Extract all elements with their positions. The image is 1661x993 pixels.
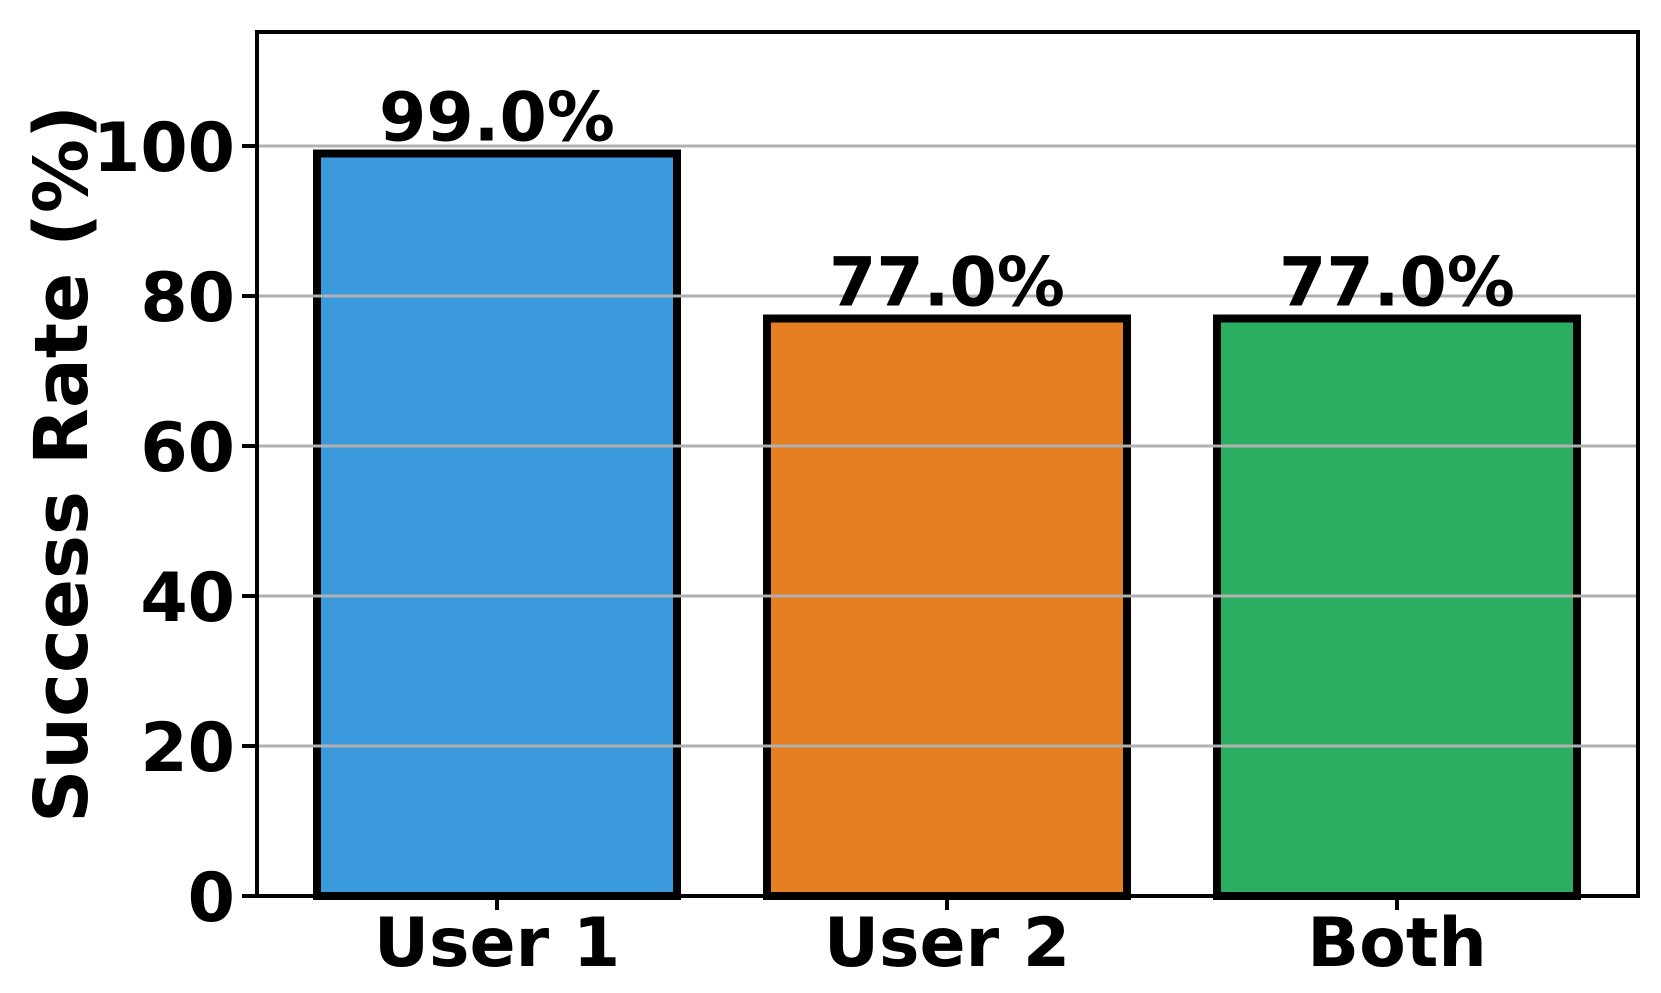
x-tick-label-both: Both <box>1307 904 1486 983</box>
y-axis-label: Success Rate (%) <box>19 105 105 823</box>
value-label-user-1: 99.0% <box>379 79 615 158</box>
x-tick-label-user-2: User 2 <box>824 904 1070 983</box>
bar-user-2 <box>763 314 1131 900</box>
value-label-both: 77.0% <box>1279 244 1515 323</box>
y-tick-label-80: 80 <box>140 259 235 338</box>
bar-both <box>1213 314 1581 900</box>
bar-user-1 <box>313 149 681 900</box>
x-tick-label-user-1: User 1 <box>374 904 620 983</box>
value-label-user-2: 77.0% <box>829 244 1065 323</box>
y-tick-label-20: 20 <box>140 709 235 788</box>
y-tick-label-100: 100 <box>93 109 235 188</box>
y-tick-label-60: 60 <box>140 409 235 488</box>
y-tick-label-0: 0 <box>188 859 235 938</box>
y-tick-label-40: 40 <box>140 559 235 638</box>
